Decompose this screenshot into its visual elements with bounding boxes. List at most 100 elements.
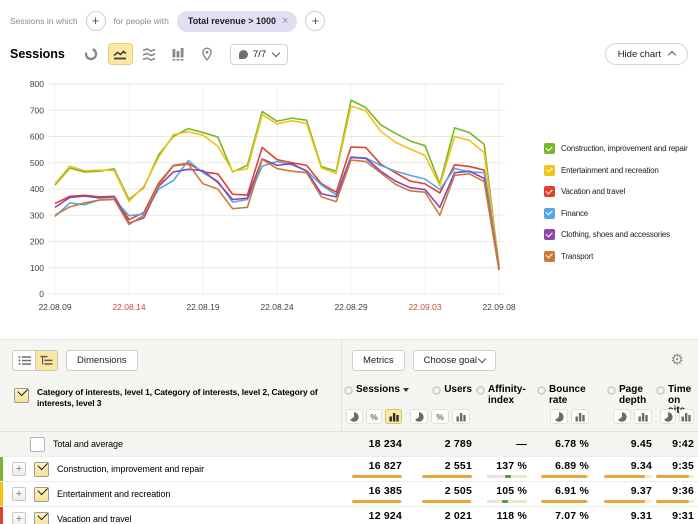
hide-chart-button[interactable]: Hide chart (605, 43, 688, 65)
expand-row-button[interactable]: + (12, 462, 26, 476)
column-label[interactable]: Page depth (619, 385, 652, 408)
expand-row-button[interactable]: + (12, 487, 26, 501)
legend-item[interactable]: Vacation and travel (544, 181, 696, 203)
filter-chip[interactable]: Total revenue > 1000 × (177, 11, 298, 32)
affinity-scale (487, 500, 527, 503)
dimension-controls: Dimensions (0, 340, 342, 380)
tree-view-button[interactable] (35, 350, 58, 371)
settings-gear-icon[interactable]: ⚙ (671, 353, 684, 368)
legend-checkbox-icon[interactable] (544, 229, 555, 240)
column-header-sessions: Sessions % (342, 380, 406, 431)
row-checkbox[interactable] (34, 462, 49, 477)
column-label[interactable]: Bounce rate (549, 385, 589, 408)
bars-view-mini-button[interactable] (385, 409, 402, 424)
legend-item[interactable]: Clothing, shoes and accessories (544, 224, 696, 246)
percent-view-mini-button[interactable]: % (431, 409, 449, 424)
legend-item[interactable]: Finance (544, 203, 696, 225)
view-toggle-group (12, 350, 58, 371)
pie-mini-icon (617, 412, 627, 422)
metric-cell: 105 % (476, 482, 531, 506)
x-tick-label: 22.08.09 (38, 302, 71, 312)
metric-cell: 9.31 (593, 507, 656, 524)
choose-goal-button[interactable]: Choose goal (413, 350, 496, 371)
row-color-stripe (0, 482, 3, 506)
report-table: Dimensions Metrics Choose goal ⚙ Categor… (0, 339, 698, 524)
pie-view-mini-button[interactable] (613, 409, 631, 424)
list-view-button[interactable] (12, 350, 35, 371)
metric-value: 9.31 (631, 511, 652, 522)
legend-checkbox-icon[interactable] (544, 165, 555, 176)
legend-item[interactable]: Transport (544, 246, 696, 268)
expand-row-button[interactable]: + (12, 512, 26, 524)
legend-checkbox-icon[interactable] (544, 186, 555, 197)
segments-dropdown-button[interactable]: 7/7 (230, 44, 288, 65)
line-chart-icon-button[interactable] (108, 43, 133, 65)
legend-checkbox-icon[interactable] (544, 251, 555, 262)
table-controls-row: Dimensions Metrics Choose goal ⚙ (0, 340, 698, 380)
column-label[interactable]: Time on site (668, 385, 694, 408)
column-label[interactable]: Affinity-index (488, 385, 527, 408)
pie-view-mini-button[interactable] (660, 409, 676, 424)
row-label[interactable]: Construction, improvement and repair (57, 464, 204, 474)
metrics-button[interactable]: Metrics (352, 350, 405, 371)
metric-value: 18 234 (369, 439, 402, 450)
column-label[interactable]: Users (444, 385, 472, 408)
add-people-condition-button[interactable]: + (305, 11, 325, 31)
pie-chart-icon-button[interactable] (79, 43, 104, 65)
x-tick-label: 22.08.19 (186, 302, 219, 312)
help-icon[interactable] (607, 386, 616, 395)
metric-value: — (516, 439, 527, 450)
map-pin-icon (199, 46, 215, 62)
help-icon[interactable] (344, 386, 353, 395)
help-icon[interactable] (432, 386, 441, 395)
bars-view-mini-button[interactable] (452, 409, 470, 424)
stacked-area-icon (141, 46, 157, 62)
pie-view-mini-button[interactable] (410, 409, 428, 424)
metric-controls: Metrics Choose goal ⚙ (342, 340, 698, 380)
metric-cell: 9.34 (593, 457, 656, 481)
metric-bar (422, 475, 472, 478)
pie-view-mini-button[interactable] (346, 409, 363, 424)
chevron-down-icon (478, 355, 486, 363)
help-icon[interactable] (656, 386, 665, 395)
dimensions-button[interactable]: Dimensions (66, 350, 138, 371)
y-tick-label: 600 (30, 132, 44, 142)
help-icon[interactable] (476, 386, 485, 395)
dimension-title[interactable]: Category of interests, level 1, Category… (37, 387, 335, 431)
bars-view-mini-button[interactable] (571, 409, 589, 424)
row-checkbox[interactable] (34, 487, 49, 502)
bar-chart-icon (170, 46, 186, 62)
table-row: +Entertainment and recreation16 3852 505… (0, 481, 698, 506)
metric-value: 6.89 % (555, 461, 589, 472)
metric-cell: 9.45 (593, 432, 656, 456)
bar-chart-icon-button[interactable] (166, 43, 191, 65)
row-label[interactable]: Entertainment and recreation (57, 489, 170, 499)
legend-item[interactable]: Entertainment and recreation (544, 160, 696, 182)
row-label[interactable]: Vacation and travel (57, 514, 131, 524)
bars-view-mini-button[interactable] (634, 409, 652, 424)
metric-value: 118 % (497, 511, 527, 522)
row-checkbox[interactable] (30, 437, 45, 452)
metric-value: 6.91 % (555, 486, 589, 497)
legend-checkbox-icon[interactable] (544, 143, 555, 154)
metric-value: 16 385 (369, 486, 402, 497)
bars-view-mini-button[interactable] (679, 409, 695, 424)
legend-item[interactable]: Construction, improvement and repair (544, 138, 696, 160)
legend-label: Transport (561, 252, 593, 261)
percent-view-mini-button[interactable]: % (366, 409, 383, 424)
add-session-condition-button[interactable]: + (86, 11, 106, 31)
column-label[interactable]: Sessions (356, 385, 400, 408)
stacked-area-icon-button[interactable] (137, 43, 162, 65)
legend-label: Entertainment and recreation (561, 166, 659, 175)
map-pin-icon-button[interactable] (195, 43, 220, 65)
dimension-checkbox[interactable] (14, 388, 29, 403)
legend-checkbox-icon[interactable] (544, 208, 555, 219)
remove-filter-icon[interactable]: × (282, 16, 288, 26)
pie-view-mini-button[interactable] (550, 409, 568, 424)
y-tick-label: 700 (30, 105, 44, 115)
help-icon[interactable] (537, 386, 546, 395)
row-checkbox[interactable] (34, 512, 49, 524)
metric-cell: 18 234 (342, 432, 406, 456)
pie-chart-icon (83, 46, 99, 62)
y-tick-label: 800 (30, 79, 44, 89)
